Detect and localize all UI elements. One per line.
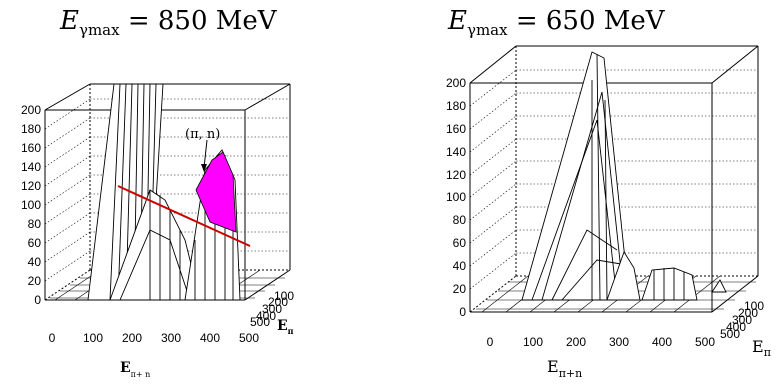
pi-n-region: [195, 151, 237, 233]
surface-bumps-right: [606, 250, 727, 301]
z-tick-left: 100: [21, 198, 41, 212]
annotation-pi-n: (π, n): [185, 127, 220, 142]
z-tick-left: 0: [34, 293, 41, 307]
x-tick-left: 100: [83, 331, 103, 345]
annotation-arrow: [203, 139, 208, 169]
y-tick-right: 100: [744, 299, 764, 313]
title-sub-right: γmax: [466, 21, 508, 39]
x-tick-left: 500: [239, 331, 259, 345]
x-tick-left: 200: [122, 331, 142, 345]
z-tick-labels-right: 0 20 40 60 80 100 120 140 160 180 200: [446, 76, 466, 319]
x-tick-right: 500: [695, 335, 715, 349]
x-tick-right: 400: [652, 335, 672, 349]
y-tick-labels-left: 100 200 300 400 500: [250, 289, 294, 329]
title-var-right: E: [448, 6, 467, 36]
z-tick-right: 180: [446, 99, 466, 113]
z-tick-left: 20: [28, 274, 42, 288]
z-tick-right: 100: [446, 190, 466, 204]
z-tick-right: 0: [459, 305, 466, 319]
z-tick-left: 160: [21, 141, 41, 155]
z-tick-labels-left: 0 20 40 60 80 100 120 140 160 180 200: [21, 103, 41, 307]
title-var-left: E: [60, 6, 79, 36]
x-tick-left: 300: [161, 331, 181, 345]
z-tick-right: 60: [453, 236, 467, 250]
x-tick-left: 400: [200, 331, 220, 345]
z-tick-right: 140: [446, 145, 466, 159]
x-axis-label-left: Eπ+ n: [120, 360, 150, 379]
y-tick-right: 400: [726, 320, 746, 334]
z-tick-left: 140: [21, 160, 41, 174]
x-tick-right: 100: [523, 335, 543, 349]
z-tick-left: 40: [28, 255, 42, 269]
z-tick-right: 200: [446, 76, 466, 90]
z-tick-right: 40: [453, 259, 467, 273]
x-tick-right: 200: [566, 335, 586, 349]
title-rest-right: = 650 MeV: [507, 6, 665, 36]
y-tick-left: 400: [256, 309, 276, 323]
z-tick-left: 200: [21, 103, 41, 117]
z-tick-left: 120: [21, 179, 41, 193]
title-sub-left: γmax: [78, 21, 120, 39]
y-tick-right: 200: [738, 306, 758, 320]
chart-plot-right: 0 20 40 60 80 100 120 140 160 180 200 0 …: [446, 45, 771, 380]
z-tick-right: 120: [446, 168, 466, 182]
x-tick-labels-right: 0 100 200 300 400 500: [487, 335, 716, 349]
chart-plot-left: (π, n) 0 20 40 60 80 100 120 140 160 180…: [21, 83, 294, 379]
x-tick-right: 0: [487, 335, 494, 349]
y-tick-left: 200: [268, 295, 288, 309]
y-axis-label-right: Eπ: [752, 337, 771, 359]
y-tick-right: 500: [720, 327, 740, 341]
y-axis-label-left: Eπ: [277, 318, 294, 336]
chart-panel-left: Eγmax = 850 MeV: [21, 6, 294, 379]
chart-panel-right: Eγmax = 650 MeV: [392, 0, 784, 385]
y-tick-left: 300: [262, 302, 282, 316]
z-tick-right: 20: [453, 282, 467, 296]
y-tick-left: 100: [274, 289, 294, 303]
y-tick-right: 300: [732, 313, 752, 327]
chart-title-right: Eγmax = 650 MeV: [448, 6, 665, 39]
title-rest-left: = 850 MeV: [119, 6, 277, 36]
surface-spike-right: [521, 51, 633, 301]
y-tick-labels-right: 100 200 300 400 500: [720, 299, 764, 341]
z-tick-right: 80: [453, 213, 467, 227]
x-tick-right: 300: [609, 335, 629, 349]
cut-line-left: [117, 185, 251, 247]
x-tick-left: 0: [49, 331, 56, 345]
back-grid-right: [469, 69, 758, 290]
chart-title-left: Eγmax = 850 MeV: [60, 6, 277, 39]
z-tick-right: 160: [446, 122, 466, 136]
z-tick-left: 60: [28, 236, 42, 250]
z-tick-left: 80: [28, 217, 42, 231]
y-tick-left: 500: [250, 315, 270, 329]
z-tick-left: 180: [21, 122, 41, 136]
x-axis-label-right: Eπ+n: [547, 357, 582, 380]
box-frame-right: [469, 45, 759, 313]
x-tick-labels-left: 0 100 200 300 400 500: [49, 331, 260, 345]
